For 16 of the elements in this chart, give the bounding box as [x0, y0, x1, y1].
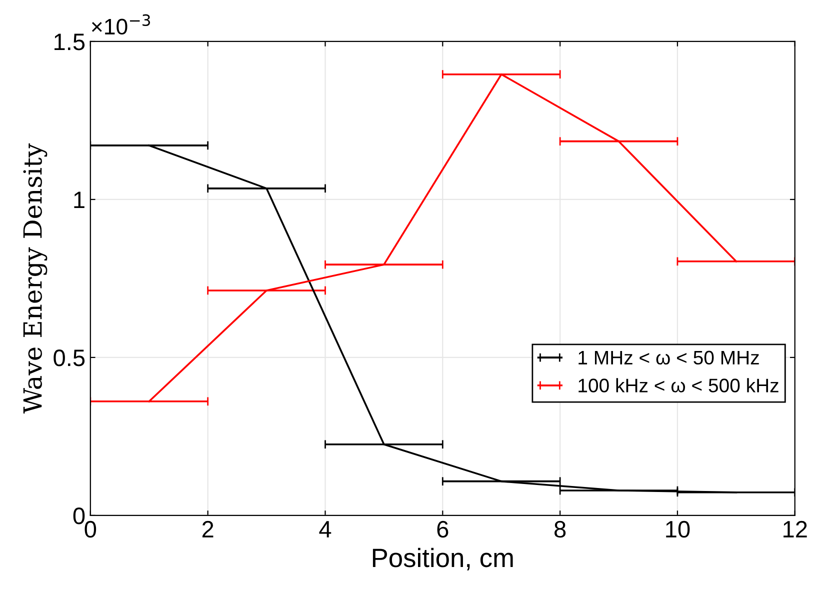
x-tick-label: 4: [319, 521, 332, 538]
y-tick-label: 0.5: [54, 350, 85, 366]
y-axis-title: Wave Energy Density: [23, 143, 48, 414]
x-tick-label: 6: [437, 520, 448, 538]
legend-label: 1 MHz < ω < 50 MHz: [578, 350, 759, 365]
x-tick-label: 0: [84, 520, 96, 538]
x-axis-title: Position, cm: [372, 548, 513, 570]
y-tick-label: 0: [73, 508, 85, 524]
y-tick-label: 1: [74, 192, 84, 208]
x-tick-label: 12: [784, 520, 807, 538]
x-tick-label: 2: [202, 520, 214, 538]
text: ×10$^{−3}$: [92, 14, 150, 35]
y-tick-label: 1.5: [54, 34, 85, 50]
x-tick-label: 8: [554, 520, 566, 538]
x-tick-label: 10: [666, 520, 690, 538]
legend-label: 100 kHz < ω < 500 kHz: [578, 378, 778, 392]
